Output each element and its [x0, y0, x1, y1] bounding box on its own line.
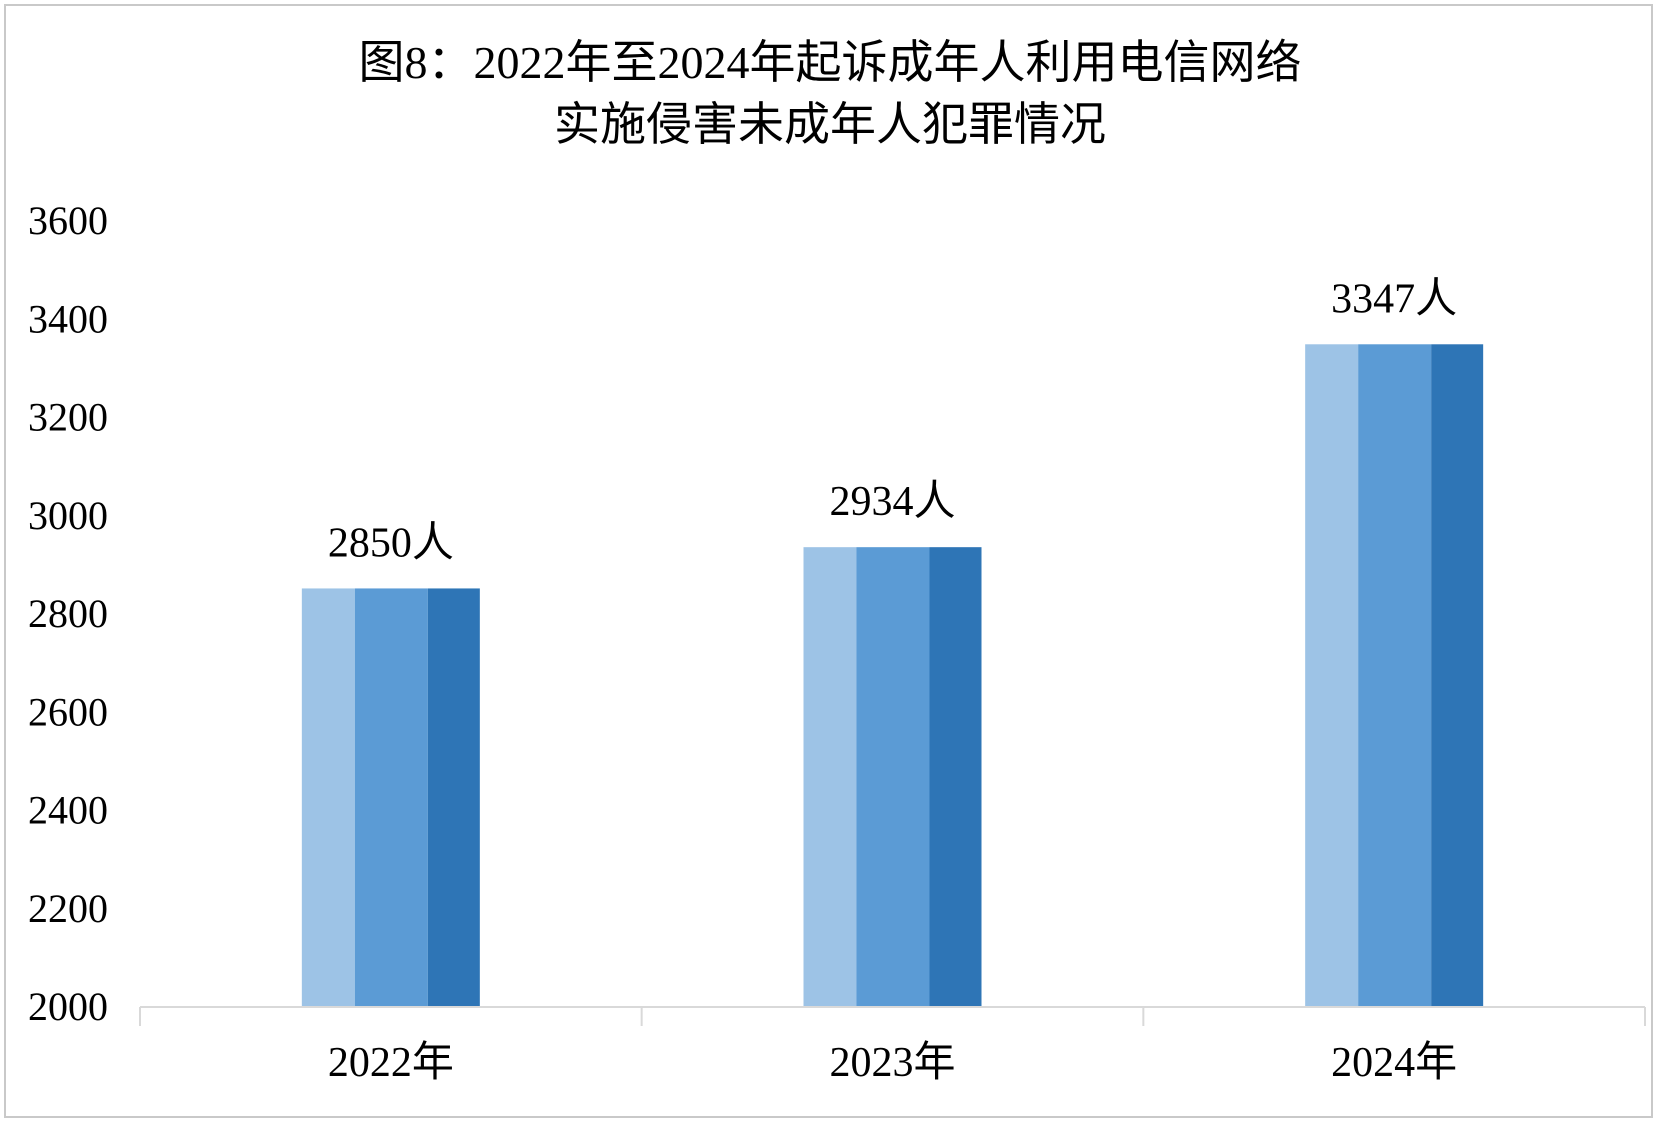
x-tick-label: 2024年	[1331, 1039, 1457, 1086]
y-tick-label: 3000	[28, 493, 108, 538]
bar-segment-dark	[929, 547, 982, 1006]
y-tick-label: 3600	[28, 198, 108, 243]
y-tick-label: 2200	[28, 886, 108, 931]
chart-subtitle: 实施侵害未成年人犯罪情况	[554, 99, 1106, 150]
chart-title: 图8：2022年至2024年起诉成年人利用电信网络	[359, 37, 1302, 88]
bar-segment-mid	[354, 588, 428, 1006]
x-tick-label: 2022年	[328, 1039, 454, 1086]
y-tick-label: 3400	[28, 296, 108, 341]
x-tick-label: 2023年	[829, 1039, 955, 1086]
y-tick-label: 2600	[28, 689, 108, 734]
bar-segment-mid	[1358, 344, 1432, 1006]
bar-segment-light	[1305, 344, 1359, 1006]
bar-data-label: 3347人	[1331, 276, 1457, 322]
bar-segment-light	[803, 547, 857, 1006]
bar-segment-mid	[856, 547, 930, 1006]
y-tick-label: 2400	[28, 788, 108, 833]
bar-data-label: 2934人	[829, 479, 955, 525]
bar-segment-dark	[1431, 344, 1484, 1006]
bar-data-label: 2850人	[328, 520, 454, 566]
bars: 2850人 2934人 3347人	[301, 276, 1484, 1006]
bar-2022年	[301, 588, 480, 1006]
y-tick-label: 3200	[28, 395, 108, 440]
y-axis: 2000 2200 2400 2600 2800 3000 3200 3400 3600	[28, 198, 108, 1029]
bar-segment-light	[301, 588, 355, 1006]
y-tick-label: 2800	[28, 591, 108, 636]
bar-2024年	[1305, 344, 1484, 1006]
x-axis: 2022年 2023年 2024年	[139, 1006, 1646, 1086]
bar-segment-dark	[427, 588, 480, 1006]
y-tick-label: 2000	[28, 984, 108, 1029]
bar-2023年	[803, 547, 982, 1006]
